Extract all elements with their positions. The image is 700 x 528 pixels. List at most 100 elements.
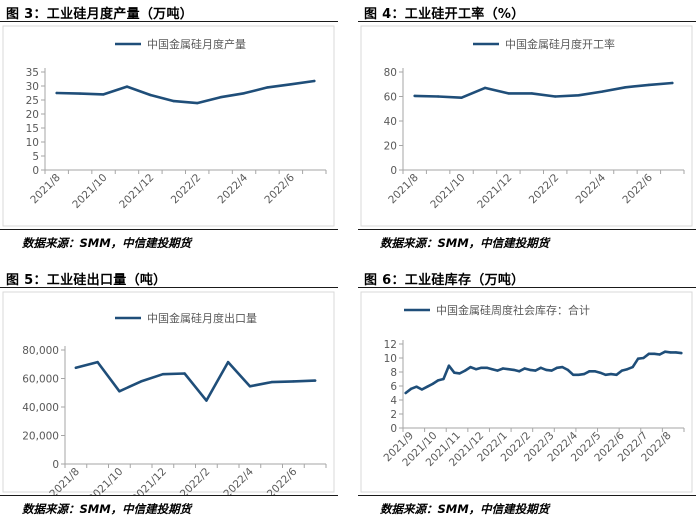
y-tick-label: 80 — [384, 67, 397, 79]
figure-5-chart: 中国金属硅月度出口量 0 20,000 40,000 60,000 80,000 2021/… — [2, 291, 335, 495]
data-point — [545, 368, 548, 372]
figure-4-source: 数据来源：SMM，中信建投期货 — [380, 236, 550, 250]
data-point — [572, 373, 575, 376]
figure-5-title: 图 5：工业硅出口量（吨） — [6, 273, 167, 288]
data-point — [453, 371, 456, 374]
data-point — [460, 96, 463, 99]
data-point — [582, 372, 586, 376]
data-point — [518, 370, 521, 373]
data-point — [426, 385, 429, 388]
data-point — [196, 101, 199, 105]
figure-3-top-rule — [0, 21, 338, 22]
chart-frame — [2, 25, 335, 227]
data-point — [647, 352, 651, 355]
x-tick-label: 2021/12 — [475, 172, 514, 211]
y-tick-label: 20 — [26, 109, 39, 121]
data-point — [248, 385, 252, 388]
figure-6-top-rule — [358, 287, 696, 288]
data-point — [183, 372, 186, 375]
data-point — [658, 353, 661, 356]
data-point — [647, 83, 651, 87]
series-line — [404, 350, 683, 395]
data-point — [530, 92, 533, 95]
data-point — [653, 352, 656, 355]
data-point — [270, 380, 273, 384]
data-point — [528, 368, 532, 372]
legend-label: 中国金属硅月度开工率 — [505, 37, 615, 51]
y-tick-label: 30 — [26, 81, 39, 93]
data-point — [485, 366, 488, 369]
data-point — [205, 399, 208, 402]
x-tick-label: 2022/4 — [221, 465, 256, 495]
data-point — [674, 351, 678, 354]
legend-label: 中国金属硅月度出口量 — [147, 311, 257, 325]
data-point — [474, 368, 478, 371]
data-point — [577, 94, 580, 97]
legend-label: 中国金属硅周度社会库存：合计 — [436, 303, 590, 317]
data-point — [436, 379, 440, 382]
figure-6-bottom-rule — [358, 495, 696, 496]
data-point — [566, 368, 569, 372]
data-point — [609, 372, 613, 376]
data-point — [226, 360, 230, 364]
data-point — [469, 365, 472, 369]
figure-4-panel: 图 4：工业硅开工率（%） 中国金属硅月度开工率 0 20 40 60 80 2021/8 2… — [358, 0, 696, 262]
data-point — [599, 371, 602, 374]
data-point — [600, 90, 604, 93]
data-point — [463, 369, 467, 372]
data-point — [671, 81, 674, 85]
x-tick-label: 2022/2 — [527, 172, 562, 207]
y-tick-label: 4 — [390, 395, 397, 407]
x-tick-label: 2022/6 — [265, 465, 300, 495]
y-tick-label: 20,000 — [22, 431, 59, 443]
y-tick-label: 10 — [26, 137, 39, 149]
data-point — [615, 373, 618, 376]
data-point — [242, 92, 246, 95]
y-tick-label: 60,000 — [22, 374, 59, 386]
y-tick-label: 0 — [32, 165, 39, 177]
data-point — [491, 368, 494, 371]
data-point — [413, 94, 416, 98]
data-point — [149, 93, 152, 97]
data-point — [289, 83, 293, 86]
data-point — [447, 364, 451, 367]
x-tick-label: 2021/12 — [117, 172, 156, 211]
x-tick-label: 2021/10 — [86, 466, 125, 495]
data-point — [624, 86, 627, 89]
data-point — [534, 369, 537, 372]
data-point — [78, 92, 82, 95]
y-tick-label: 60 — [384, 92, 397, 104]
figure-4-title: 图 4：工业硅开工率（%） — [364, 7, 525, 22]
data-point — [313, 379, 317, 382]
x-tick-label: 2022/6 — [620, 171, 655, 206]
figure-6-panel: 图 6：工业硅库存（万吨） 中国金属硅周度社会库存：合计 0 2 4 6 8 10 12 202… — [358, 266, 696, 528]
y-tick-label: 6 — [390, 381, 397, 393]
x-tick-label: 2021/10 — [428, 172, 467, 211]
data-point — [415, 385, 418, 388]
data-point — [550, 369, 553, 372]
figure-6-source: 数据来源：SMM，中信建投期货 — [380, 502, 550, 516]
data-point — [292, 380, 295, 383]
y-tick-label: 0 — [390, 165, 397, 177]
data-point — [420, 388, 424, 391]
figure-3-bottom-rule — [0, 229, 338, 230]
data-point — [458, 372, 461, 375]
figure-5-panel: 图 5：工业硅出口量（吨） 中国金属硅月度出口量 0 20,000 40,000 60,… — [0, 266, 338, 528]
data-point — [480, 366, 483, 369]
figure-5-source: 数据来源：SMM，中信建投期货 — [22, 502, 192, 516]
y-tick-label: 25 — [26, 95, 39, 107]
data-point — [561, 365, 564, 369]
data-point — [620, 369, 624, 372]
data-point — [507, 368, 510, 371]
x-tick-label: 2021/12 — [130, 466, 169, 495]
figure-5-top-rule — [0, 287, 338, 288]
data-point — [404, 391, 407, 395]
data-point — [626, 368, 629, 371]
chart-frame — [360, 25, 693, 227]
data-point — [593, 370, 596, 373]
data-point — [74, 366, 78, 369]
y-tick-label: 80,000 — [22, 345, 59, 357]
data-point — [555, 366, 559, 369]
data-point — [663, 350, 667, 353]
